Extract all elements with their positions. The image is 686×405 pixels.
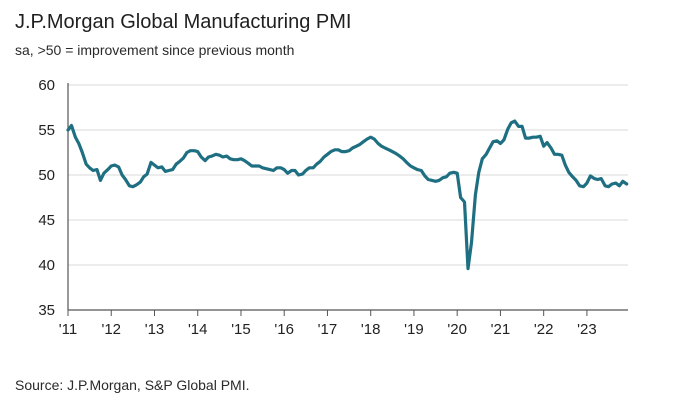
x-tick-label: '13 — [145, 321, 165, 338]
x-tick-label: '11 — [59, 321, 77, 338]
x-tick-label: '19 — [404, 321, 424, 338]
source-note: Source: J.P.Morgan, S&P Global PMI. — [15, 377, 250, 393]
x-axis-ticks: '11 '12 '13 '14 '15 '16 '17 '18 '19 '20 '21 '22 '23 — [59, 310, 597, 338]
x-tick-label: '20 — [447, 321, 467, 338]
x-tick-label: '21 — [491, 321, 511, 338]
x-tick-label: '14 — [188, 321, 208, 338]
x-tick-label: '22 — [534, 321, 554, 338]
x-tick-label: '17 — [318, 321, 338, 338]
series-line-pmi — [66, 119, 629, 271]
x-tick-label: '23 — [577, 321, 597, 338]
y-tick-label: 45 — [38, 212, 55, 229]
y-tick-label: 55 — [38, 122, 55, 139]
y-tick-label: 50 — [38, 167, 55, 184]
x-tick-label: '18 — [361, 321, 381, 338]
y-tick-label: 40 — [38, 257, 55, 274]
x-tick-label: '16 — [274, 321, 294, 338]
pmi-line-chart: 35 40 45 50 55 60 '11 '12 '13 '14 '15 '16 '17 '18 '19… — [38, 77, 629, 338]
x-tick-label: '15 — [231, 321, 251, 338]
y-tick-label: 60 — [38, 77, 55, 94]
y-axis-ticks: 35 40 45 50 55 60 — [38, 77, 55, 319]
axes — [67, 83, 628, 311]
gridlines — [68, 84, 628, 266]
x-tick-label: '12 — [101, 321, 121, 338]
chart-title: J.P.Morgan Global Manufacturing PMI — [15, 11, 352, 33]
y-tick-label: 35 — [38, 302, 55, 319]
chart-subtitle: sa, >50 = improvement since previous mon… — [15, 42, 295, 58]
series — [66, 119, 629, 271]
